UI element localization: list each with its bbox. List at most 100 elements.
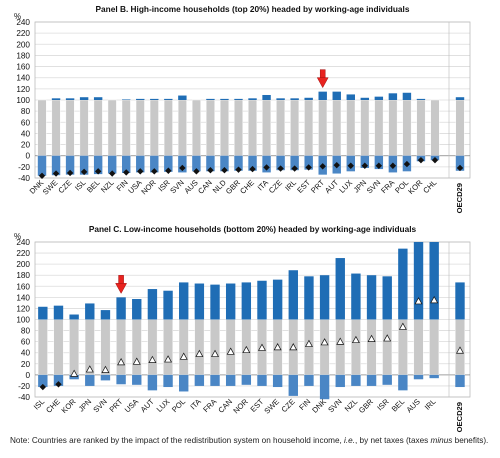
net-marker-diamond (456, 164, 464, 172)
net-marker-diamond (221, 167, 228, 174)
bar-benefits (366, 275, 377, 320)
note-text-end: benefits). (452, 436, 489, 445)
net-marker-triangle (304, 339, 313, 347)
bar-benefits (335, 258, 345, 320)
bar-benefits (382, 276, 392, 320)
net-marker-triangle (257, 343, 266, 351)
y-tick-label: -40 (18, 174, 30, 183)
bar-taxes (179, 374, 189, 392)
bar-market-income (374, 99, 384, 156)
net-marker-diamond (38, 172, 46, 179)
bar-taxes (206, 155, 215, 172)
y-axis-label: % (14, 12, 21, 21)
bar-taxes (241, 374, 252, 385)
bar-benefits (69, 314, 79, 320)
y-tick-label: -40 (18, 393, 30, 402)
bar-market-income (37, 319, 48, 376)
bar-market-income (304, 99, 314, 156)
bar-market-income (388, 99, 398, 156)
bar-taxes (107, 155, 117, 174)
net-marker-diamond (361, 162, 369, 169)
net-marker-diamond (431, 156, 439, 164)
bar-taxes (65, 155, 75, 175)
bar-taxes (150, 155, 159, 173)
net-marker-diamond (235, 166, 242, 173)
net-marker-diamond (403, 160, 411, 168)
bar-taxes (210, 374, 220, 386)
y-tick-label: 80 (21, 107, 31, 116)
x-tick-label: FRA (379, 177, 397, 195)
bar-taxes (257, 374, 267, 386)
y-tick-label: 180 (16, 51, 30, 60)
bar-benefits (257, 280, 267, 320)
bar-taxes (398, 374, 408, 391)
net-marker-diamond (249, 165, 256, 173)
bar-taxes (382, 374, 392, 385)
net-marker-triangle (101, 365, 110, 373)
x-tick-label: CZE (280, 397, 297, 414)
bar-benefits (79, 97, 89, 100)
bar-market-income (382, 319, 393, 376)
bar-market-income (319, 319, 330, 376)
bar-taxes (53, 374, 64, 386)
bar-benefits (360, 97, 370, 100)
net-marker-diamond (39, 383, 47, 391)
arrow-shaft (118, 275, 124, 285)
highlight-arrow (115, 275, 128, 294)
bar-taxes (455, 155, 465, 171)
x-tick-label: OECD29 (455, 402, 464, 432)
y-tick-label: 100 (16, 316, 30, 325)
net-marker-diamond (66, 169, 74, 177)
bar-market-income (178, 319, 189, 376)
bar-market-income (304, 319, 314, 376)
bar-taxes (37, 155, 47, 176)
bar-taxes (225, 374, 236, 386)
bar-taxes (132, 374, 142, 385)
bar-market-income (53, 319, 64, 376)
bar-market-income (346, 99, 356, 156)
bar-taxes (122, 155, 131, 173)
bar-market-income (194, 319, 205, 376)
bar-benefits (248, 98, 257, 100)
net-marker-diamond (94, 168, 102, 175)
bar-benefits (210, 284, 220, 320)
bar-benefits (319, 275, 330, 320)
x-tick-label: FRA (201, 396, 219, 414)
panel-title: Panel B. High-income households (top 20%… (96, 4, 410, 14)
plot-frame (34, 241, 471, 398)
bar-market-income (335, 319, 346, 376)
net-marker-triangle (351, 335, 360, 344)
bar-taxes (234, 155, 243, 171)
bar-taxes (220, 155, 229, 172)
y-tick-label: -20 (18, 382, 30, 391)
bar-taxes (100, 374, 111, 381)
x-tick-label: KOR (60, 397, 78, 415)
net-marker-diamond (389, 162, 397, 169)
bar-benefits (413, 242, 424, 320)
x-tick-label: CAN (196, 178, 214, 196)
bar-market-income (248, 99, 257, 156)
bar-benefits (241, 282, 252, 320)
bar-market-income (413, 319, 424, 376)
bar-market-income (220, 99, 229, 156)
bar-benefits (100, 310, 111, 320)
bar-benefits (272, 279, 283, 320)
net-marker-triangle (211, 349, 220, 357)
bar-taxes (136, 155, 145, 173)
net-marker-triangle (117, 358, 126, 366)
x-tick-label: FIN (297, 397, 312, 412)
arrow-shaft (319, 69, 326, 79)
bar-market-income (225, 319, 236, 376)
bar-benefits (194, 283, 205, 320)
bar-market-income (351, 319, 361, 376)
charts-svg: Panel B. High-income households (top 20%… (14, 4, 471, 432)
bar-taxes (335, 374, 345, 388)
x-tick-label: SWE (262, 397, 281, 416)
x-tick-label: IRL (283, 178, 298, 193)
x-tick-label: AUT (139, 397, 156, 414)
bar-market-income (430, 99, 440, 156)
bar-market-income (65, 99, 75, 156)
bar-market-income (37, 99, 47, 156)
y-tick-label: 80 (21, 327, 31, 336)
x-tick-label: PRT (309, 178, 326, 195)
